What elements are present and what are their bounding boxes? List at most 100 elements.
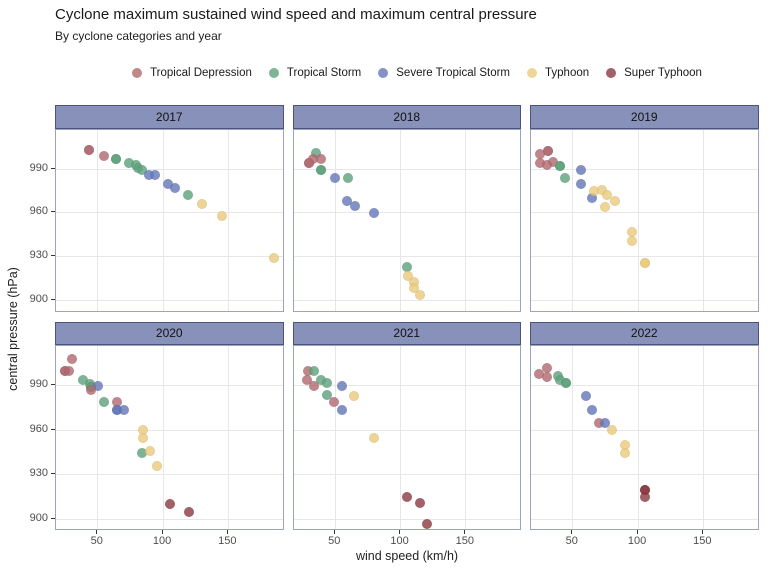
y-tick-label: 900 xyxy=(29,293,48,306)
data-point xyxy=(606,425,617,436)
gridline xyxy=(56,385,283,387)
facet-strip-label: 2022 xyxy=(630,326,658,341)
facet-strip-label: 2017 xyxy=(155,109,183,124)
data-point xyxy=(421,518,432,529)
data-point xyxy=(322,378,333,388)
tick-mark xyxy=(96,530,98,534)
gridline xyxy=(56,429,283,431)
gridline xyxy=(97,346,99,529)
data-point xyxy=(150,169,161,180)
gridline xyxy=(400,129,402,311)
y-tick-label: 930 xyxy=(29,467,48,480)
gridline xyxy=(531,256,758,258)
data-point xyxy=(369,432,380,443)
data-point xyxy=(99,397,110,408)
gridline xyxy=(293,518,521,520)
facet-panel xyxy=(55,128,284,312)
legend-swatch-icon xyxy=(132,68,143,78)
legend-swatch-icon xyxy=(527,68,538,78)
data-point xyxy=(336,380,347,391)
gridline xyxy=(293,256,521,258)
gridline xyxy=(56,256,283,258)
x-tick-label: 150 xyxy=(218,535,237,547)
legend-item: Typhoon xyxy=(527,67,589,79)
data-point xyxy=(639,491,650,502)
facet-strip: 2018 xyxy=(292,105,521,129)
legend: Tropical Depression Tropical Storm Severe … xyxy=(65,62,768,84)
data-point xyxy=(182,190,193,201)
data-point xyxy=(184,506,195,517)
y-tick-label: 930 xyxy=(29,249,48,262)
data-point xyxy=(596,184,607,195)
gridline xyxy=(56,300,283,302)
data-point xyxy=(541,159,552,170)
gridline xyxy=(293,300,521,302)
data-point xyxy=(639,257,650,268)
data-point xyxy=(600,417,611,428)
data-point xyxy=(601,190,612,201)
tick-mark xyxy=(226,530,228,534)
gridline xyxy=(465,346,467,529)
data-point xyxy=(66,354,77,365)
legend-label: Super Typhoon xyxy=(624,67,702,79)
data-point xyxy=(86,385,97,396)
tick-mark xyxy=(333,530,335,534)
facet-strip: 2020 xyxy=(55,321,284,345)
tick-mark xyxy=(51,473,55,475)
tick-mark xyxy=(51,255,55,257)
gridline xyxy=(531,212,758,214)
gridline xyxy=(572,129,574,311)
facet-panel xyxy=(530,345,759,530)
gridline xyxy=(334,346,336,529)
legend-swatch-icon xyxy=(606,68,617,78)
data-point xyxy=(554,161,565,172)
legend-item: Severe Tropical Storm xyxy=(378,67,510,79)
data-point xyxy=(561,378,572,388)
facet-strip: 2019 xyxy=(530,105,759,129)
y-tick-label: 960 xyxy=(29,422,48,435)
data-point xyxy=(322,389,333,400)
legend-label: Severe Tropical Storm xyxy=(396,67,511,79)
data-point xyxy=(304,158,315,169)
data-point xyxy=(145,446,155,457)
x-tick-label: 100 xyxy=(627,535,647,547)
gridline xyxy=(702,129,704,311)
data-point xyxy=(315,165,326,176)
data-point xyxy=(609,196,620,207)
data-point xyxy=(369,207,380,218)
tick-mark xyxy=(464,530,466,534)
data-point xyxy=(415,497,426,508)
data-point xyxy=(403,270,414,281)
data-point xyxy=(216,210,227,221)
tick-mark xyxy=(701,530,703,534)
legend-swatch-icon xyxy=(268,68,279,78)
data-point xyxy=(336,404,347,415)
data-point xyxy=(309,366,320,377)
legend-swatch-icon xyxy=(378,68,389,78)
gridline xyxy=(400,346,402,529)
facet-panel xyxy=(55,345,284,530)
data-point xyxy=(575,165,586,176)
y-tick-label: 990 xyxy=(29,161,48,174)
data-point xyxy=(111,153,122,164)
gridline xyxy=(293,212,521,214)
gridline xyxy=(465,129,467,311)
gridline xyxy=(293,429,521,431)
data-point xyxy=(99,150,110,161)
gridline xyxy=(637,129,639,311)
x-tick-label: 100 xyxy=(152,535,172,547)
gridline xyxy=(56,168,283,170)
data-point xyxy=(575,178,586,189)
data-point xyxy=(402,491,413,502)
facet-strip-label: 2018 xyxy=(393,109,421,124)
gridline xyxy=(531,474,758,476)
gridline xyxy=(637,346,639,529)
data-point xyxy=(348,391,359,402)
tick-mark xyxy=(399,530,401,534)
facet-strip-label: 2021 xyxy=(393,326,421,341)
data-point xyxy=(541,372,552,383)
x-tick-label: 50 xyxy=(90,535,103,547)
y-axis-title: central pressure (hPa) xyxy=(6,267,20,391)
tick-mark xyxy=(636,530,638,534)
data-point xyxy=(559,172,570,183)
